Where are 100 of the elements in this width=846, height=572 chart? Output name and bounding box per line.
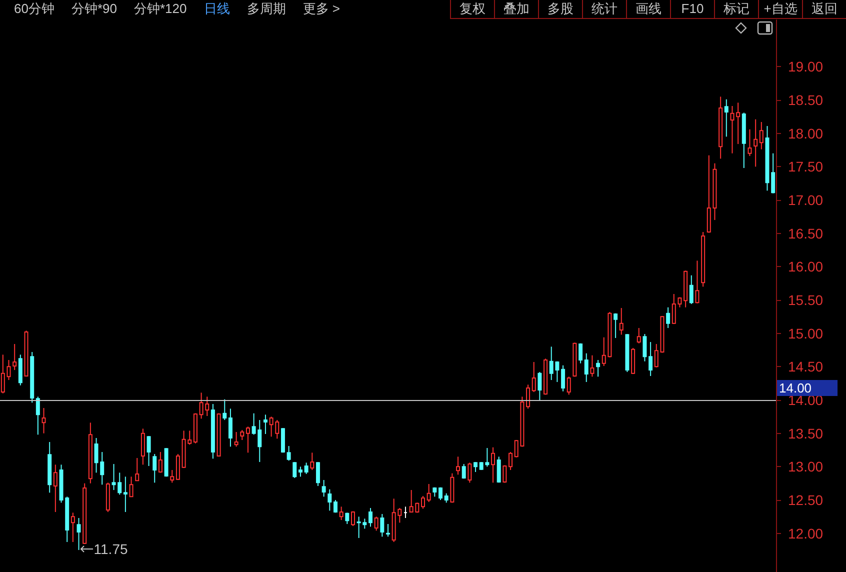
candlestick xyxy=(298,466,302,478)
y-tick-label: 12.00 xyxy=(788,525,824,542)
candlestick xyxy=(689,274,694,304)
candlestick xyxy=(438,486,443,500)
candlestick xyxy=(566,376,571,396)
candlestick xyxy=(468,462,472,484)
y-tick-label: 17.00 xyxy=(788,192,824,208)
candlestick xyxy=(228,408,232,448)
y-tick-label: 17.50 xyxy=(788,158,824,175)
candlestick xyxy=(754,118,758,168)
candlestick xyxy=(76,518,81,550)
candlestick xyxy=(491,446,496,484)
candlestick xyxy=(561,364,566,392)
y-tick-label: 13.50 xyxy=(788,425,824,442)
candlestick xyxy=(532,362,536,392)
candlestick xyxy=(280,428,285,454)
candlestick xyxy=(345,512,350,524)
candlestick xyxy=(631,348,636,374)
candlestick xyxy=(170,470,174,484)
candlestick xyxy=(292,462,297,478)
candlestick xyxy=(70,512,75,542)
candlestick xyxy=(496,456,501,484)
y-tick-label: 12.50 xyxy=(788,492,824,508)
candlestick xyxy=(508,452,513,470)
y-tick-label: 16.00 xyxy=(788,258,824,275)
candlestick xyxy=(350,510,355,526)
candlestick xyxy=(123,476,128,512)
candlestick xyxy=(538,372,542,400)
y-tick-label: 18.50 xyxy=(788,92,824,108)
candlestick xyxy=(158,452,162,474)
toolbar-button[interactable]: 画线 xyxy=(626,0,670,18)
candlestick xyxy=(666,306,670,328)
candlestick xyxy=(584,352,588,382)
toolbar-button[interactable]: 叠加 xyxy=(494,0,538,18)
candlestick xyxy=(140,428,145,466)
candlestick xyxy=(474,462,478,472)
annotation: 11.75 xyxy=(94,541,128,557)
toolbar-button[interactable]: 复权 xyxy=(450,0,494,18)
toolbar-button[interactable]: 返回 xyxy=(802,0,846,18)
candlestick xyxy=(771,152,776,194)
candlestick xyxy=(176,454,180,480)
candlestick xyxy=(42,408,46,434)
toolbar-button[interactable]: F10 xyxy=(670,0,714,18)
candlestick xyxy=(328,488,332,512)
candlestick xyxy=(129,476,134,498)
candlestick xyxy=(730,106,734,154)
candlestick xyxy=(304,462,308,474)
candlestick xyxy=(316,462,320,486)
candlestick xyxy=(310,452,314,470)
candlestick xyxy=(246,426,250,454)
y-tick-label: 19.00 xyxy=(788,58,824,75)
candlestick xyxy=(222,398,227,420)
candlestick xyxy=(648,342,653,376)
y-tick-label: 18.00 xyxy=(788,125,824,142)
y-tick-label: 13.00 xyxy=(788,458,824,475)
candlestick xyxy=(421,496,426,510)
candlestick xyxy=(286,446,291,462)
period-tab[interactable]: 60分钟 xyxy=(14,1,54,17)
candlestick xyxy=(759,122,764,150)
candlestick xyxy=(234,432,238,448)
toolbar-button[interactable]: 多股 xyxy=(538,0,582,18)
toolbar-button[interactable]: +自选 xyxy=(758,0,802,18)
period-tab[interactable]: 日线 xyxy=(204,1,230,17)
candlestick xyxy=(619,308,624,336)
candlestick xyxy=(526,384,530,410)
candlestick xyxy=(374,516,378,532)
y-tick-label: 15.50 xyxy=(788,292,824,308)
period-tab[interactable]: 分钟*90 xyxy=(71,1,117,17)
toolbar-button[interactable]: 标记 xyxy=(714,0,758,18)
y-tick-label: 16.50 xyxy=(788,225,824,242)
y-tick-label: 14.50 xyxy=(788,358,824,375)
candlestick xyxy=(322,480,326,498)
candlestick xyxy=(462,464,466,480)
candlestick xyxy=(263,414,268,434)
candlestick xyxy=(380,514,384,538)
candlestick xyxy=(368,508,372,528)
candlestick xyxy=(578,342,583,364)
period-tab[interactable]: 更多 > xyxy=(302,1,340,17)
period-tab[interactable]: 多周期 xyxy=(246,1,286,17)
candlestick xyxy=(339,506,344,520)
candlestick xyxy=(724,98,728,138)
candlestick xyxy=(636,328,641,344)
candlestick xyxy=(18,354,22,386)
candlestick xyxy=(456,456,460,476)
candlestick xyxy=(135,458,140,482)
candlestick xyxy=(386,524,390,538)
candlestick xyxy=(240,430,244,440)
candlestick xyxy=(36,396,40,436)
candlestick xyxy=(152,454,157,484)
candlestick xyxy=(590,354,594,378)
period-tab[interactable]: 分钟*120 xyxy=(134,1,187,17)
candlestick xyxy=(53,464,58,512)
candlestick xyxy=(596,360,600,378)
toolbar-button[interactable]: 统计 xyxy=(582,0,626,18)
candlestick xyxy=(614,312,618,338)
y-tick-label: 15.00 xyxy=(788,325,824,342)
candlestick xyxy=(146,436,151,466)
candlestick xyxy=(748,128,752,156)
candlestick xyxy=(0,354,5,394)
candlestick xyxy=(695,260,700,304)
